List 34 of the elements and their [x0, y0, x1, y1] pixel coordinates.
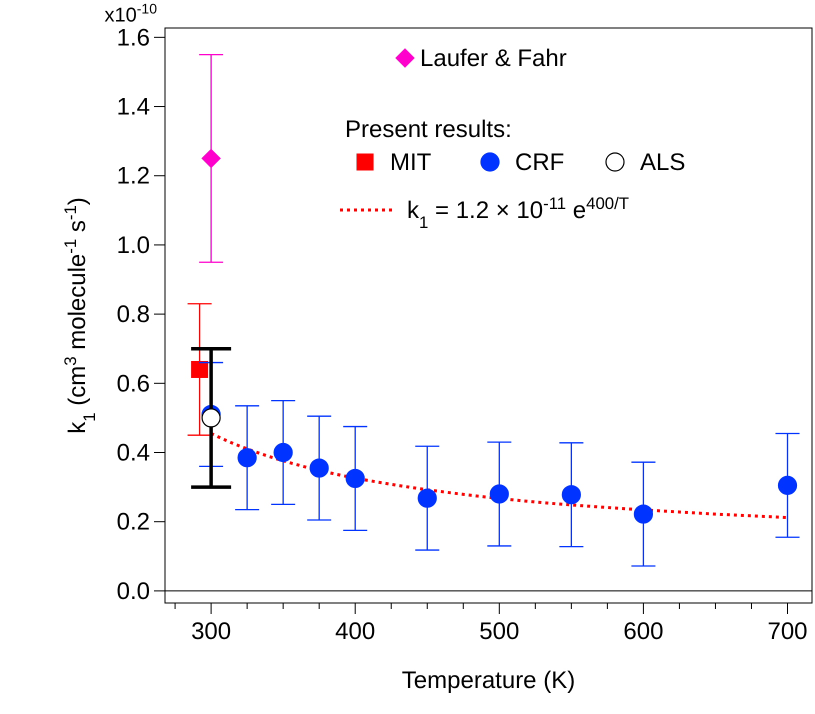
point — [778, 476, 798, 495]
point — [274, 442, 293, 462]
legend-label: CRF — [515, 149, 564, 176]
legend-label: MIT — [390, 149, 432, 176]
point — [202, 148, 221, 168]
y-tick-label: 1.6 — [116, 24, 150, 52]
point — [310, 458, 329, 478]
x-axis-title: Temperature (K) — [402, 667, 576, 694]
point — [418, 488, 437, 508]
legend-title: Present results: — [345, 116, 512, 143]
x-tick-label: 400 — [335, 618, 376, 645]
y-tick-label: 1.0 — [116, 232, 150, 259]
x-tick-label: 500 — [479, 618, 520, 645]
point — [191, 360, 208, 378]
y-tick-label: 0.2 — [116, 508, 150, 536]
legend-label: Laufer & Fahr — [420, 45, 567, 72]
point — [346, 468, 365, 488]
point — [490, 484, 509, 504]
legend-label: ALS — [640, 149, 686, 176]
point — [238, 448, 257, 468]
text: x10$^{-10}$ — [104, 0, 158, 26]
y-tick-label: 1.2 — [116, 162, 150, 190]
y-tick-label: 0.8 — [116, 301, 150, 328]
y-tick-label: 0.4 — [116, 440, 150, 467]
point — [562, 485, 581, 504]
x-tick-label: 600 — [623, 618, 664, 645]
x-tick-label: 700 — [767, 618, 808, 645]
legend-label: k$_{1}$ = 1.2 × 10$^{-11}$ e$^{400/T}$ — [407, 194, 630, 232]
point — [634, 504, 654, 524]
y-tick-label: 0.6 — [116, 370, 150, 398]
y-tick-label: 1.4 — [116, 94, 150, 121]
y-tick-label: 0.0 — [116, 578, 150, 605]
x-tick-label: 300 — [191, 618, 232, 645]
point — [202, 408, 221, 428]
